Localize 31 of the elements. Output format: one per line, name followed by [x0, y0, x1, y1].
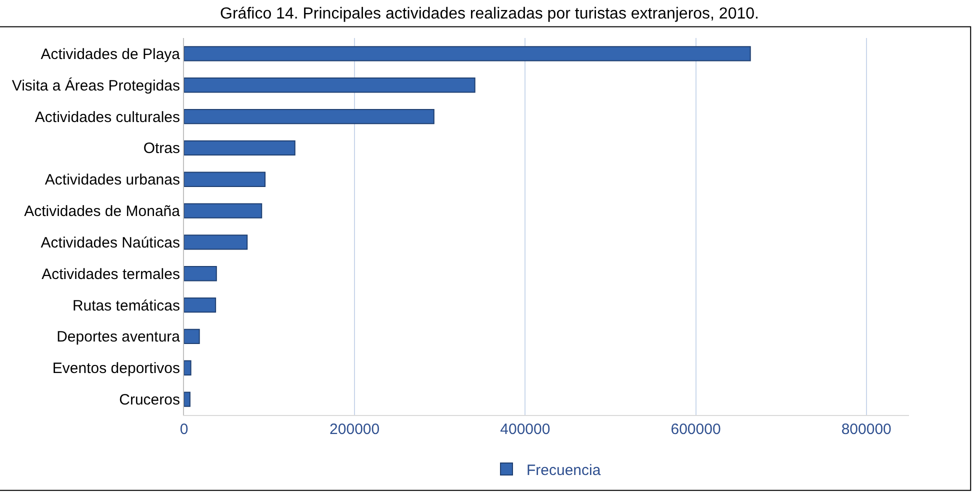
- y-tick-label: Actividades urbanas: [44, 172, 180, 189]
- bar: [184, 172, 266, 187]
- x-tick-label: 400000: [500, 421, 550, 438]
- y-tick-label: Actividades termales: [42, 266, 180, 283]
- y-tick-label: Actividades de Monaña: [24, 203, 181, 220]
- y-tick-label: Deportes aventura: [56, 328, 181, 346]
- legend-label: Frecuencia: [526, 462, 602, 479]
- bar: [184, 78, 476, 93]
- y-tick-label: Otras: [143, 140, 180, 158]
- x-tick-label: 200000: [330, 421, 380, 438]
- bar: [184, 108, 434, 124]
- y-tick-label: Visita a Áreas Protegidas: [12, 76, 180, 94]
- bar: [184, 360, 192, 376]
- x-tick-label: 0: [180, 421, 188, 438]
- chart-title: Gráfico 14. Principales actividades realizadas por turistas extranjeros, 2010.: [220, 6, 759, 23]
- y-tick-label: Actividades de Playa: [40, 46, 181, 63]
- bar: [184, 392, 190, 407]
- y-tick-label: Actividades Naúticas: [40, 234, 180, 252]
- x-tick-label: 800000: [841, 421, 892, 438]
- bar: [184, 203, 262, 218]
- bar: [184, 266, 217, 282]
- bar: [184, 140, 296, 156]
- bar: [184, 328, 200, 344]
- y-tick-label: Cruceros: [119, 392, 180, 409]
- bar: [184, 297, 216, 313]
- x-tick-label: 600000: [670, 421, 721, 438]
- y-tick-label: Actividades culturales: [34, 108, 180, 126]
- bar: [184, 46, 751, 62]
- y-tick-label: Rutas temáticas: [72, 297, 180, 314]
- y-tick-label: Eventos deportivos: [52, 360, 180, 378]
- bar: [184, 234, 248, 250]
